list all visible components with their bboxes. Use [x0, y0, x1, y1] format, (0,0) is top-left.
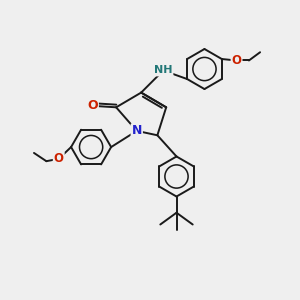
- Text: NH: NH: [154, 65, 172, 76]
- Text: O: O: [54, 152, 64, 165]
- Text: N: N: [132, 124, 142, 137]
- Text: O: O: [232, 54, 242, 67]
- Text: O: O: [87, 99, 98, 112]
